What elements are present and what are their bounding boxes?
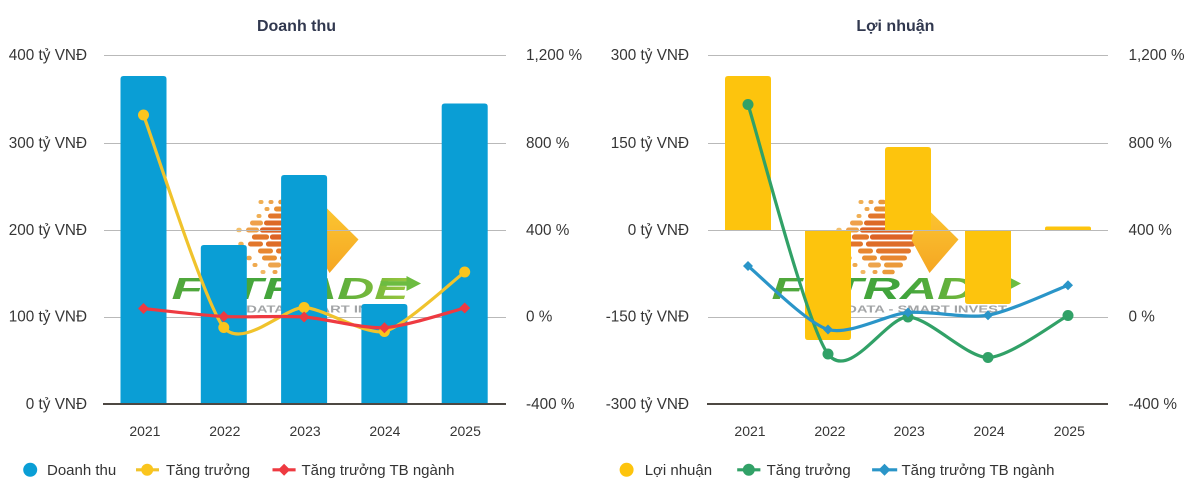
svg-text:Tăng trưởng: Tăng trưởng (767, 462, 851, 479)
svg-text:800 %: 800 % (1129, 135, 1173, 152)
svg-text:Doanh thu: Doanh thu (47, 462, 116, 479)
svg-text:2025: 2025 (450, 423, 481, 439)
svg-text:2023: 2023 (290, 423, 321, 439)
svg-text:2024: 2024 (369, 423, 400, 439)
svg-text:2024: 2024 (974, 423, 1005, 439)
svg-text:0 %: 0 % (526, 309, 553, 326)
svg-text:2022: 2022 (209, 423, 240, 439)
svg-text:800 %: 800 % (526, 135, 570, 152)
svg-text:Tăng trưởng TB ngành: Tăng trưởng TB ngành (302, 462, 455, 479)
svg-text:-150 tỷ VNĐ: -150 tỷ VNĐ (606, 309, 689, 326)
svg-text:1,200 %: 1,200 % (526, 47, 583, 64)
svg-text:300 tỷ VNĐ: 300 tỷ VNĐ (9, 135, 87, 152)
svg-text:Lợi nhuận: Lợi nhuận (856, 18, 934, 35)
svg-text:2022: 2022 (814, 423, 845, 439)
svg-text:2021: 2021 (734, 423, 765, 439)
svg-text:400 %: 400 % (1129, 222, 1173, 239)
svg-text:Tăng trưởng: Tăng trưởng (166, 462, 250, 479)
svg-text:0 tỷ VNĐ: 0 tỷ VNĐ (628, 222, 689, 239)
svg-text:400 %: 400 % (526, 222, 570, 239)
svg-text:2023: 2023 (894, 423, 925, 439)
svg-text:Doanh thu: Doanh thu (257, 18, 336, 35)
svg-text:300 tỷ VNĐ: 300 tỷ VNĐ (611, 47, 689, 64)
svg-text:-400 %: -400 % (526, 396, 575, 413)
svg-text:400 tỷ VNĐ: 400 tỷ VNĐ (9, 47, 87, 64)
svg-text:Tăng trưởng TB ngành: Tăng trưởng TB ngành (902, 462, 1055, 479)
svg-text:2021: 2021 (129, 423, 160, 439)
svg-text:200 tỷ VNĐ: 200 tỷ VNĐ (9, 222, 87, 239)
svg-text:Lợi nhuận: Lợi nhuận (645, 462, 712, 479)
svg-text:2025: 2025 (1054, 423, 1085, 439)
svg-text:-400 %: -400 % (1129, 396, 1178, 413)
svg-text:0 tỷ VNĐ: 0 tỷ VNĐ (26, 396, 87, 413)
svg-text:100 tỷ VNĐ: 100 tỷ VNĐ (9, 309, 87, 326)
svg-text:-300 tỷ VNĐ: -300 tỷ VNĐ (606, 396, 689, 413)
svg-text:0 %: 0 % (1129, 309, 1156, 326)
svg-text:1,200 %: 1,200 % (1129, 47, 1186, 64)
svg-text:150 tỷ VNĐ: 150 tỷ VNĐ (611, 135, 689, 152)
